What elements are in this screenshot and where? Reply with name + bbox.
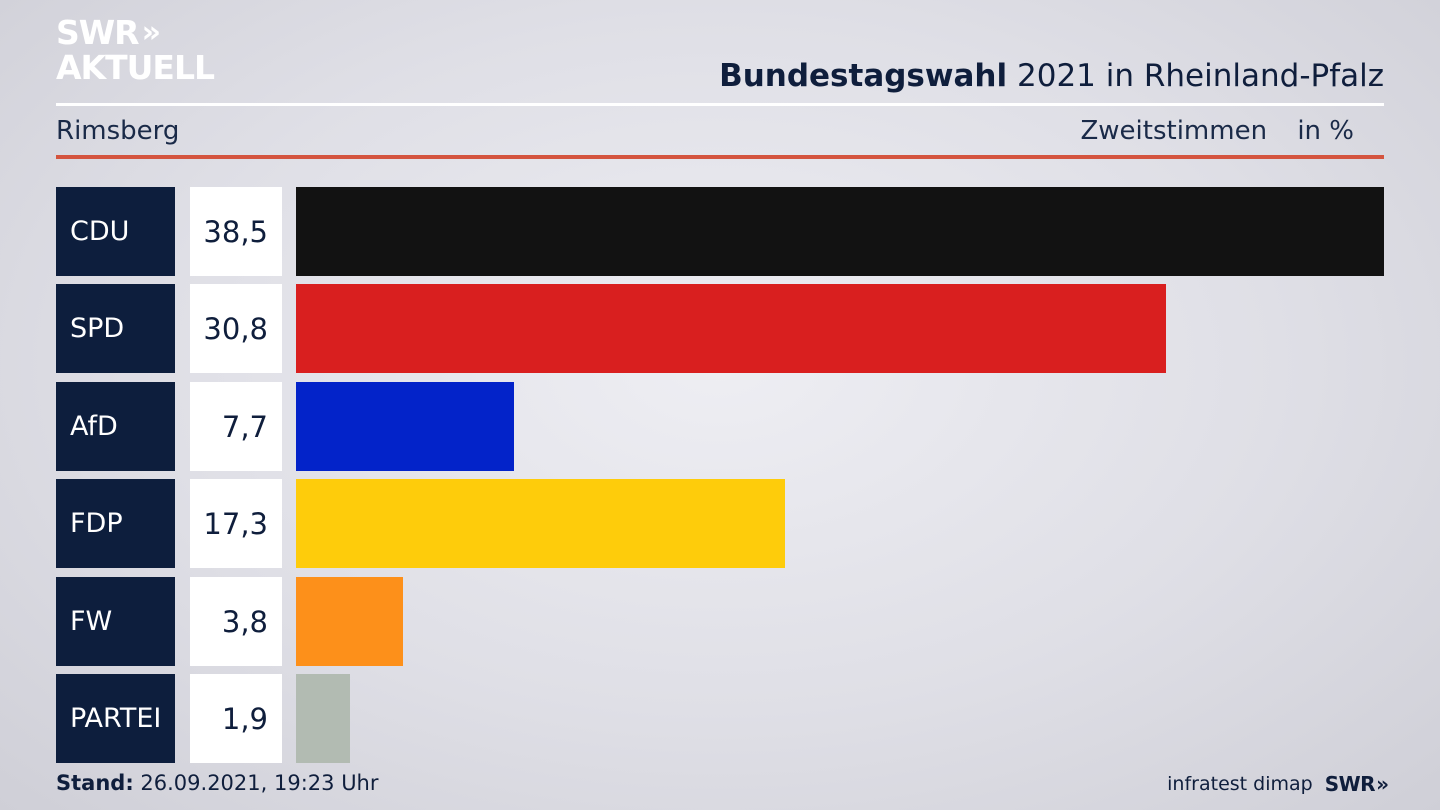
bar-spd	[296, 284, 1166, 373]
bar-row-fw: FW 3,8	[56, 577, 1384, 666]
chart-title-rest: 2021 in Rheinland-Pfalz	[1017, 58, 1384, 94]
bar-afd	[296, 382, 514, 471]
bar-chart: CDU 38,5 SPD 30,8 AfD 7,7 FDP 17,3 FW 3,8 PARTEI 1,…	[56, 187, 1384, 763]
party-label: PARTEI	[56, 674, 175, 763]
timestamp-value: 26.09.2021, 19:23 Uhr	[140, 771, 379, 795]
measure-label: Zweitstimmen in %	[1080, 116, 1354, 146]
timestamp: Stand: 26.09.2021, 19:23 Uhr	[56, 771, 379, 795]
party-label: CDU	[56, 187, 175, 276]
party-label: AfD	[56, 382, 175, 471]
source-credit: infratest dimap SWR»	[1167, 772, 1389, 796]
value-label: 17,3	[190, 479, 282, 568]
region-label: Rimsberg	[56, 116, 180, 146]
source-name: infratest dimap	[1167, 773, 1313, 795]
chart-title: Bundestagswahl 2021 in Rheinland-Pfalz	[719, 58, 1384, 94]
timestamp-label: Stand:	[56, 771, 134, 795]
measure-name: Zweitstimmen	[1080, 116, 1268, 146]
logo-swr-text: SWR	[56, 13, 140, 52]
value-label: 3,8	[190, 577, 282, 666]
bar-row-spd: SPD 30,8	[56, 284, 1384, 373]
accent-divider	[56, 155, 1384, 159]
value-label: 7,7	[190, 382, 282, 471]
bar-cdu	[296, 187, 1384, 276]
chart-title-bold: Bundestagswahl	[719, 58, 1008, 94]
value-label: 1,9	[190, 674, 282, 763]
footer-swr-text: SWR	[1324, 772, 1376, 796]
value-label: 38,5	[190, 187, 282, 276]
bar-row-partei: PARTEI 1,9	[56, 674, 1384, 763]
party-label: SPD	[56, 284, 175, 373]
swr-aktuell-logo: SWR » AKTUELL	[56, 13, 215, 87]
bar-row-fdp: FDP 17,3	[56, 479, 1384, 568]
bar-row-afd: AfD 7,7	[56, 382, 1384, 471]
footer-swr-logo: SWR»	[1324, 772, 1389, 796]
value-label: 30,8	[190, 284, 282, 373]
logo-arrows-icon: »	[141, 14, 162, 50]
party-label: FW	[56, 577, 175, 666]
bar-fw	[296, 577, 403, 666]
bar-partei	[296, 674, 350, 763]
header-divider	[56, 103, 1384, 106]
logo-aktuell-text: AKTUELL	[56, 48, 215, 87]
measure-unit: in %	[1297, 116, 1354, 146]
footer-arrows-icon: »	[1376, 772, 1389, 796]
bar-fdp	[296, 479, 785, 568]
party-label: FDP	[56, 479, 175, 568]
bar-row-cdu: CDU 38,5	[56, 187, 1384, 276]
